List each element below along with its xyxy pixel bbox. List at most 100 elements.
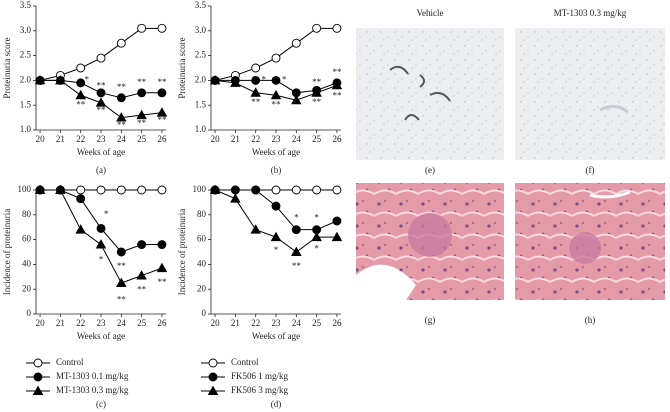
panel-caption: (f) (586, 165, 595, 175)
y-tick-label: 1.0 (195, 124, 207, 134)
annotation: ** (117, 261, 127, 271)
y-tick-label: 3.0 (20, 25, 32, 35)
annotation: ** (117, 82, 127, 92)
marker (251, 63, 261, 73)
y-tick-label: 1.0 (20, 124, 32, 134)
x-axis-title: Weeks of age (77, 331, 125, 341)
marker (137, 88, 147, 98)
image-label: MT-1303 0.3 mg/kg (554, 8, 627, 18)
marker (251, 185, 261, 195)
annotation: ** (292, 261, 302, 271)
x-tick-label: 24 (292, 318, 302, 328)
x-tick-label: 23 (272, 134, 282, 144)
marker (76, 194, 86, 204)
x-tick-label: 20 (211, 134, 221, 144)
y-tick-label: 100 (193, 184, 207, 194)
legend-label: MT-1303 0.1 mg/kg (56, 371, 129, 381)
annotation: ** (157, 77, 167, 87)
marker (311, 231, 322, 242)
y-tick-label: 2.5 (20, 50, 32, 60)
y-tick-label: 100 (18, 184, 32, 194)
marker (32, 385, 44, 395)
x-tick-label: 26 (332, 318, 342, 328)
marker (76, 185, 86, 195)
annotation: * (99, 255, 104, 265)
marker (33, 358, 43, 368)
annotation: * (262, 74, 267, 84)
marker (209, 74, 221, 85)
y-tick-label: 0 (27, 308, 32, 318)
y-axis-title: Incidence of proteinuria (2, 209, 12, 295)
marker (34, 74, 46, 85)
marker (291, 185, 301, 195)
panel-caption: (b) (271, 165, 282, 175)
annotation: * (104, 209, 109, 219)
chart: 0 20 40 60 80 100 20 21 22 23 24 25 26 Weeks of age In… (2, 184, 168, 409)
x-tick-label: 26 (157, 318, 167, 328)
annotation: * (282, 74, 287, 84)
x-tick-label: 23 (272, 318, 282, 328)
x-tick-label: 21 (56, 318, 65, 328)
annotation: ** (251, 97, 261, 107)
annotation: * (314, 244, 319, 254)
y-tick-label: 60 (22, 234, 32, 244)
image-label: Vehicle (417, 8, 444, 18)
annotation: ** (137, 285, 147, 295)
x-tick-label: 25 (137, 318, 147, 328)
marker (116, 277, 127, 287)
marker (157, 240, 167, 250)
y-tick-label: 2.0 (20, 74, 32, 84)
marker (33, 372, 43, 382)
annotation: ** (157, 277, 167, 287)
x-tick-label: 20 (36, 134, 46, 144)
marker (96, 223, 106, 233)
annotation: ** (332, 90, 342, 100)
legend-label: MT-1303 0.3 mg/kg (56, 385, 129, 395)
marker (136, 109, 147, 120)
x-tick-label: 21 (56, 134, 65, 144)
annotation: ** (272, 99, 282, 109)
marker (271, 201, 281, 211)
annotation: ** (312, 97, 322, 107)
marker (332, 216, 342, 226)
image-f: MT-1303 0.3 mg/kg (f) (515, 8, 665, 175)
annotation: ** (137, 77, 147, 87)
marker (230, 193, 241, 203)
annotation: ** (157, 115, 167, 125)
y-tick-label: 80 (197, 209, 207, 219)
x-tick-label: 26 (332, 134, 342, 144)
marker (55, 184, 66, 194)
y-axis-title: Proteinuria score (2, 37, 12, 98)
chart: 1.0 1.5 2.0 2.5 3.0 3.5 20 21 22 23 24 25 26 Weeks of… (177, 0, 343, 175)
image-e: Vehicle (e) (356, 8, 504, 175)
marker (34, 184, 46, 194)
marker (250, 224, 261, 234)
y-axis-title: Incidence of proteinuria (177, 209, 187, 295)
annotation: * (274, 245, 279, 255)
annotation: ** (332, 67, 342, 77)
marker (230, 185, 240, 195)
marker (96, 53, 106, 63)
y-tick-label: 1.5 (195, 99, 207, 109)
marker (137, 185, 147, 195)
x-tick-label: 24 (117, 318, 127, 328)
x-tick-label: 22 (76, 318, 85, 328)
x-tick-label: 25 (137, 134, 147, 144)
annotation: ** (76, 99, 86, 109)
marker (157, 23, 167, 33)
y-tick-label: 40 (22, 258, 32, 268)
image-h: (h) (515, 183, 665, 325)
marker (137, 23, 147, 33)
marker (75, 89, 86, 100)
marker (156, 107, 168, 117)
marker (270, 231, 282, 242)
marker (95, 97, 107, 107)
annotation: ** (312, 77, 322, 87)
marker (157, 185, 167, 195)
marker (291, 38, 301, 48)
marker (331, 79, 343, 90)
annotation: ** (137, 118, 147, 128)
y-tick-label: 20 (22, 283, 32, 293)
x-tick-label: 25 (312, 134, 322, 144)
marker (332, 185, 342, 195)
